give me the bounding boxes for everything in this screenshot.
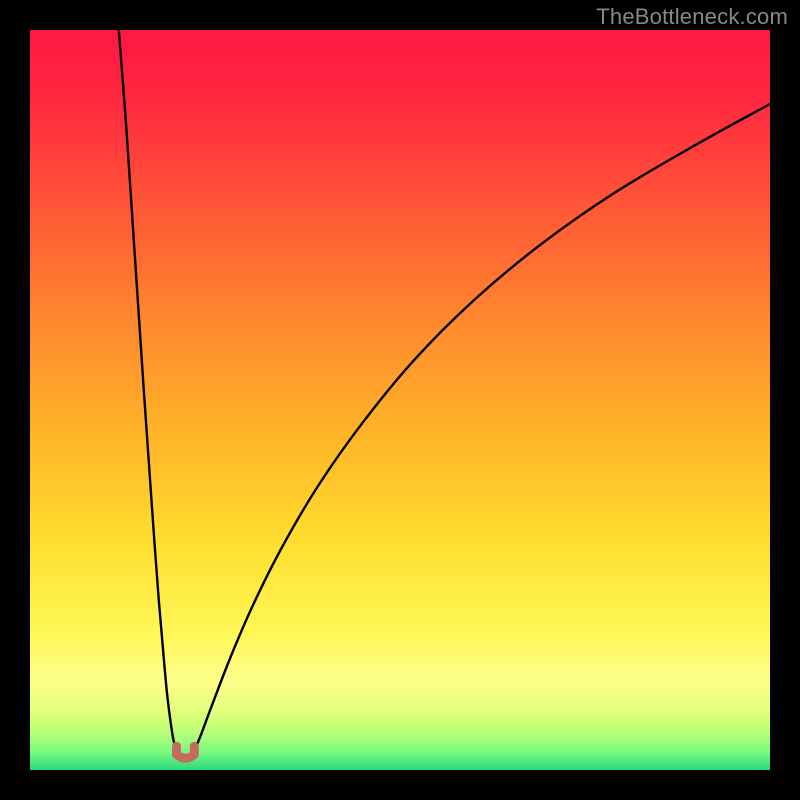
- series-bottleneck_curve_right: [194, 104, 770, 751]
- series-bottleneck_curve_left: [119, 30, 177, 751]
- plot-group: [119, 30, 770, 758]
- trough-marker: [177, 746, 195, 758]
- chart-svg-layer: [0, 0, 800, 800]
- watermark-text: TheBottleneck.com: [596, 4, 788, 30]
- chart-container: { "meta": { "source_watermark": "TheBott…: [0, 0, 800, 800]
